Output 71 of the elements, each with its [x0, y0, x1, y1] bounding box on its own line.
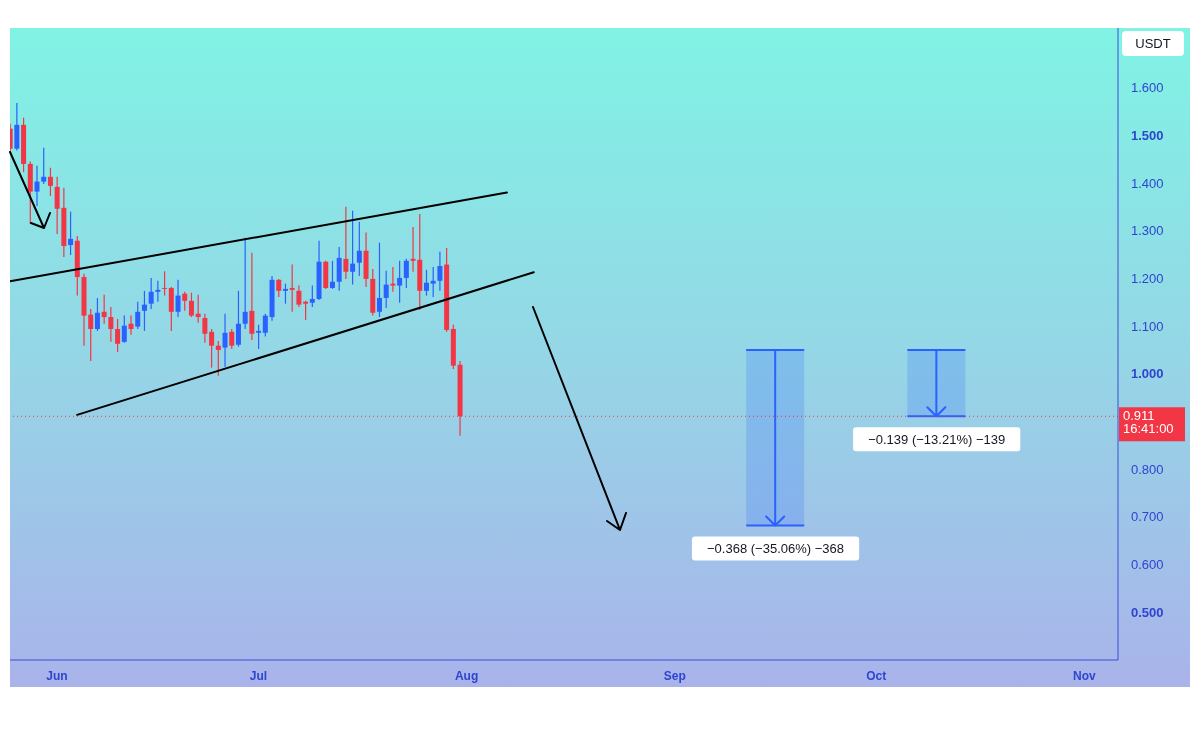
candlestick	[282, 283, 288, 305]
x-tick-label: Jun	[46, 669, 68, 683]
candlestick	[303, 300, 309, 321]
candlestick	[423, 269, 429, 297]
candlestick	[34, 165, 40, 207]
candlestick	[108, 306, 114, 343]
candlestick	[209, 328, 215, 369]
candlestick	[162, 270, 168, 297]
candlestick	[256, 324, 262, 350]
candlestick	[397, 260, 403, 304]
y-tick-label: 1.600	[1131, 80, 1164, 96]
y-tick-label: 1.200	[1131, 270, 1164, 286]
candlestick	[376, 242, 382, 318]
candlestick	[188, 292, 194, 318]
candlestick	[14, 102, 20, 152]
candlestick	[356, 221, 362, 277]
x-tick-label: Nov	[1073, 669, 1097, 683]
x-tick-label: Aug	[454, 669, 479, 683]
y-tick-label: 1.500	[1131, 127, 1164, 143]
candlestick	[430, 266, 436, 298]
candlestick	[390, 266, 396, 293]
candlestick	[289, 263, 295, 313]
candlestick	[47, 167, 53, 197]
y-tick-label: 1.300	[1131, 223, 1164, 239]
candlestick	[403, 258, 409, 289]
candlestick	[101, 294, 107, 325]
candlestick	[141, 290, 147, 332]
candlestick	[41, 147, 47, 185]
candlestick	[135, 301, 141, 330]
candlestick	[168, 286, 174, 332]
y-tick-label: 0.500	[1131, 604, 1164, 620]
y-tick-label: 0.600	[1131, 557, 1164, 573]
x-tick-label: Sep	[663, 669, 686, 683]
x-tick-label: Jul	[249, 669, 268, 683]
candlestick	[94, 297, 100, 332]
candlestick	[296, 284, 302, 308]
y-axis-title: USDT	[1135, 36, 1171, 51]
text: 16:41:00	[1123, 420, 1174, 436]
candlestick	[242, 237, 248, 330]
candlestick	[182, 291, 188, 312]
candlestick	[148, 277, 154, 310]
annotation: −0.368 (−35.06%) −368	[707, 540, 845, 556]
candlestick	[437, 251, 443, 292]
candlestick	[121, 315, 127, 344]
candlestick	[343, 206, 349, 280]
annotation: −0.139 (−13.21%) −139	[868, 431, 1006, 447]
candlestick	[229, 328, 235, 350]
y-tick-label: 1.400	[1131, 175, 1164, 191]
candlestick	[383, 270, 389, 309]
y-tick-label: 1.000	[1131, 366, 1164, 382]
candlestick	[175, 279, 181, 318]
candlestick	[115, 318, 121, 353]
candlestick	[222, 313, 228, 368]
candlestick	[235, 290, 241, 348]
x-tick-label: Oct	[866, 669, 887, 683]
candlestick	[155, 280, 161, 303]
candlestick	[350, 210, 356, 286]
candlestick	[202, 313, 208, 344]
y-tick-label: 1.100	[1131, 318, 1164, 334]
y-tick-label: 0.800	[1131, 461, 1164, 477]
candlestick	[276, 278, 282, 298]
candlestick	[329, 260, 335, 290]
candlestick	[262, 313, 268, 338]
candlestick	[309, 284, 315, 308]
ref-line-label: 0.911	[1123, 407, 1155, 423]
candlestick	[215, 340, 221, 377]
y-tick-label: 0.700	[1131, 509, 1164, 525]
candlestick	[249, 252, 255, 341]
candlestick	[68, 211, 74, 256]
candlestick	[336, 246, 342, 292]
candlestick	[128, 315, 134, 336]
